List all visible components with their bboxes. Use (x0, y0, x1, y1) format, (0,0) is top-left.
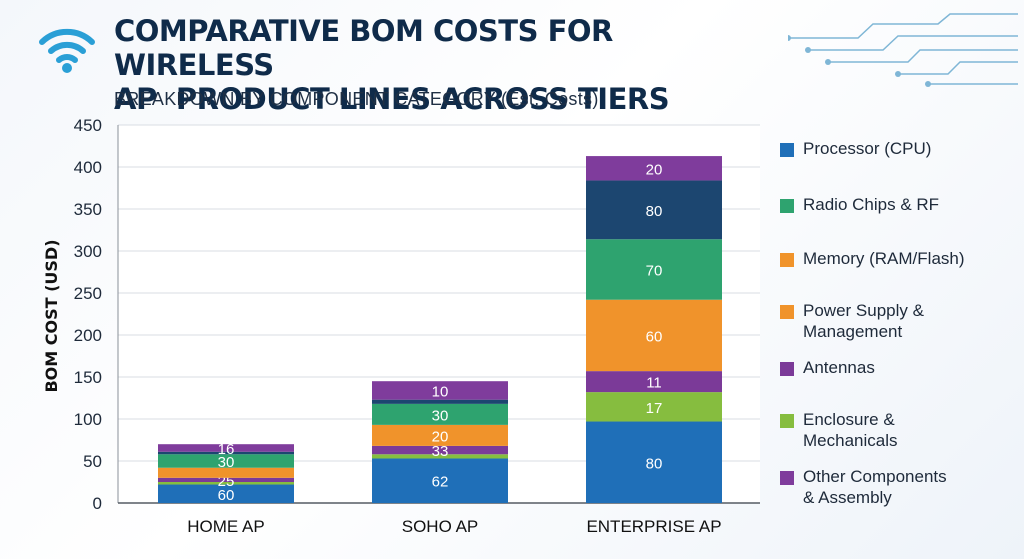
bar-segment (586, 392, 722, 422)
legend-label: Antennas (803, 358, 875, 377)
legend-label: Power Supply & Management (803, 301, 924, 341)
bar-segment (586, 371, 722, 393)
chart-title: COMPARATIVE BOM COSTS FOR WIRELESS AP PR… (114, 14, 670, 116)
data-label: 16 (218, 441, 235, 458)
x-tick-label: ENTERPRISE AP (586, 517, 721, 536)
y-tick-label: 350 (74, 200, 102, 219)
subtitle-main: BREAKDOWN BY COMPONENT CATEGORY (114, 89, 496, 109)
legend-label: Processor (CPU) (803, 139, 932, 158)
y-tick-label: 400 (74, 158, 102, 177)
bar-segment (158, 454, 294, 468)
legend-swatch (780, 305, 794, 319)
legend-label: Radio Chips & RF (803, 195, 940, 214)
bar-segment (372, 381, 508, 400)
circuit-decoration (788, 13, 1018, 87)
data-label: 33 (432, 443, 449, 460)
data-label: 60 (218, 487, 235, 504)
legend-swatch (780, 253, 794, 267)
legend-swatch (780, 471, 794, 485)
bar-segment (158, 467, 294, 478)
bar-segment (158, 451, 294, 455)
y-tick-label: 0 (93, 494, 102, 513)
y-tick-label: 200 (74, 326, 102, 345)
legend-label: Other Components & Assembly (803, 467, 947, 507)
bar-segment (372, 445, 508, 455)
y-tick-label: 250 (74, 284, 102, 303)
bar-segment (372, 458, 508, 503)
data-label: 80 (646, 203, 663, 220)
x-tick-label: SOHO AP (402, 517, 479, 536)
bar-segment (372, 424, 508, 446)
legend-swatch (780, 362, 794, 376)
x-tick-label: HOME AP (187, 517, 264, 536)
legend-item-power: Power Supply & Management (780, 300, 1018, 342)
legend-item-enclosure: Enclosure & Mechanicals (780, 409, 1018, 451)
data-label: 60 (646, 328, 663, 345)
bar-segment (158, 482, 294, 485)
bar-segment (586, 239, 722, 300)
legend-swatch (780, 199, 794, 213)
bar-segment (586, 421, 722, 503)
legend-item-other: Other Components & Assembly (780, 466, 1018, 508)
bar-segment (372, 403, 508, 425)
bar-segment (372, 454, 508, 459)
data-label: 70 (646, 262, 663, 279)
y-tick-label: 450 (74, 116, 102, 135)
bar-segment (372, 399, 508, 404)
data-label: 30 (432, 407, 449, 424)
bar-segment (158, 484, 294, 503)
legend-item-memory: Memory (RAM/Flash) (780, 248, 1018, 269)
data-label: 80 (646, 455, 663, 472)
data-label: 20 (646, 161, 663, 178)
y-axis-label: BOM COST (USD) (42, 239, 61, 392)
wifi-icon (39, 28, 95, 73)
legend-item-processor: Processor (CPU) (780, 138, 1018, 159)
subtitle-note: (Est. Costs) (495, 89, 599, 109)
data-label: 10 (432, 383, 449, 400)
bar-segment (586, 156, 722, 181)
y-tick-label: 100 (74, 410, 102, 429)
legend-swatch (780, 414, 794, 428)
legend-item-radio: Radio Chips & RF (780, 194, 1018, 215)
y-tick-label: 300 (74, 242, 102, 261)
y-tick-label: 50 (83, 452, 102, 471)
bom-cost-chart: 0 50 100 150 200 250 300 350 400 450 BOM COST (USD… (42, 116, 760, 536)
y-tick-label: 150 (74, 368, 102, 387)
bar-segment (586, 299, 722, 372)
data-label: 62 (432, 474, 449, 491)
bar-segment (586, 180, 722, 240)
data-label: 11 (646, 375, 662, 392)
data-label: 20 (432, 428, 449, 445)
chart-subtitle: BREAKDOWN BY COMPONENT CATEGORY (Est. Co… (114, 89, 599, 110)
legend-label: Memory (RAM/Flash) (803, 249, 965, 268)
legend-label: Enclosure & Mechanicals (803, 410, 898, 450)
bar-segment (158, 444, 294, 452)
legend-item-antennas: Antennas (780, 357, 1018, 378)
legend-swatch (780, 143, 794, 157)
data-label: 17 (646, 400, 663, 417)
data-label: 30 (218, 454, 235, 471)
bar-segment (158, 477, 294, 482)
